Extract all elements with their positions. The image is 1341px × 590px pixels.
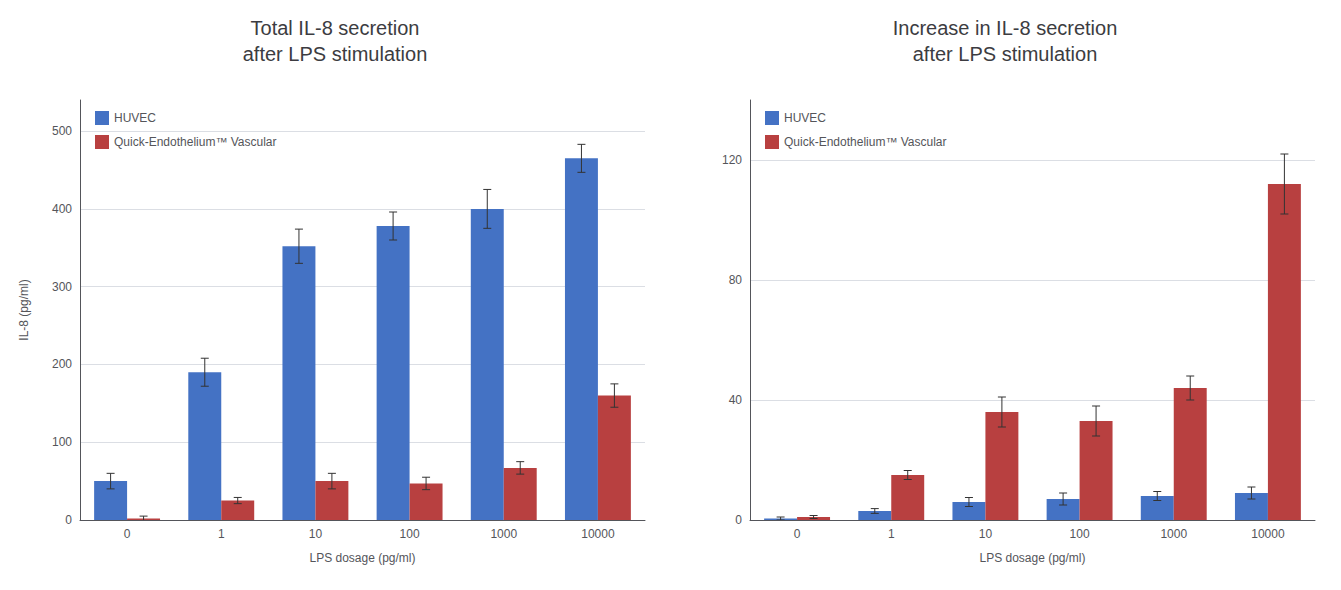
svg-text:1: 1 <box>888 527 895 541</box>
svg-text:1000: 1000 <box>490 527 517 541</box>
svg-text:10: 10 <box>979 527 993 541</box>
svg-text:10: 10 <box>309 527 323 541</box>
svg-text:100: 100 <box>1070 527 1090 541</box>
svg-text:100: 100 <box>52 435 72 449</box>
svg-text:LPS dosage (pg/ml): LPS dosage (pg/ml) <box>979 551 1085 565</box>
svg-text:HUVEC: HUVEC <box>784 111 826 125</box>
svg-text:1: 1 <box>218 527 225 541</box>
svg-text:Increase in IL-8 secretion: Increase in IL-8 secretion <box>893 17 1118 39</box>
svg-text:Quick-Endothelium™ Vascular: Quick-Endothelium™ Vascular <box>114 135 277 149</box>
svg-text:IL-8 (pg/ml): IL-8 (pg/ml) <box>17 279 31 340</box>
svg-text:0: 0 <box>124 527 131 541</box>
svg-text:300: 300 <box>52 280 72 294</box>
svg-text:0: 0 <box>794 527 801 541</box>
svg-text:10000: 10000 <box>581 527 615 541</box>
svg-text:1000: 1000 <box>1160 527 1187 541</box>
svg-text:120: 120 <box>722 153 742 167</box>
svg-text:10000: 10000 <box>1251 527 1285 541</box>
svg-text:40: 40 <box>729 393 743 407</box>
svg-text:Total IL-8 secretion: Total IL-8 secretion <box>251 17 420 39</box>
svg-text:0: 0 <box>735 513 742 527</box>
svg-text:0: 0 <box>65 513 72 527</box>
svg-text:400: 400 <box>52 202 72 216</box>
svg-text:Quick-Endothelium™ Vascular: Quick-Endothelium™ Vascular <box>784 135 947 149</box>
svg-text:HUVEC: HUVEC <box>114 111 156 125</box>
svg-text:LPS dosage (pg/ml): LPS dosage (pg/ml) <box>309 551 415 565</box>
svg-text:200: 200 <box>52 357 72 371</box>
svg-text:after LPS stimulation: after LPS stimulation <box>243 43 428 65</box>
svg-text:80: 80 <box>729 273 743 287</box>
svg-text:100: 100 <box>400 527 420 541</box>
svg-text:500: 500 <box>52 124 72 138</box>
svg-text:after LPS stimulation: after LPS stimulation <box>913 43 1098 65</box>
